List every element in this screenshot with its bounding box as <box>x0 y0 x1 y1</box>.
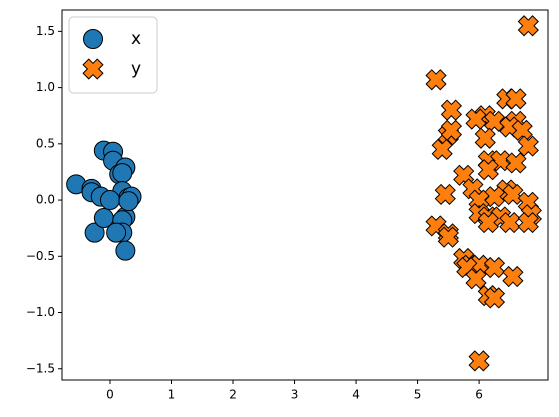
x-marker <box>511 119 533 141</box>
legend-marker <box>83 29 103 49</box>
y-tick-label: 1.0 <box>36 80 55 94</box>
y-tick-label: 1.5 <box>36 24 55 38</box>
x-marker <box>425 69 447 91</box>
x-marker <box>434 183 456 206</box>
legend-label: y <box>131 59 141 79</box>
legend-label: x <box>131 29 141 49</box>
legend-box <box>68 16 158 94</box>
x-marker <box>517 135 539 157</box>
circle-marker <box>118 191 139 212</box>
x-marker <box>505 88 527 110</box>
x-marker <box>440 119 463 141</box>
x-marker <box>517 15 539 37</box>
x-marker <box>477 159 499 181</box>
x-marker <box>431 138 453 161</box>
x-marker <box>474 127 496 149</box>
x-tick-label: 5 <box>414 388 422 402</box>
x-tick-label: 4 <box>352 388 360 402</box>
y-tick-label: 0.0 <box>36 193 55 207</box>
x-tick-label: 6 <box>475 388 483 402</box>
x-marker <box>437 226 459 248</box>
legend-marker <box>82 58 104 80</box>
circle-marker <box>115 240 136 261</box>
x-tick-label: 2 <box>229 388 237 402</box>
x-marker <box>440 99 463 121</box>
x-marker <box>477 211 499 234</box>
circle-marker <box>112 163 133 184</box>
plot-frame <box>61 9 549 381</box>
y-tick-label: 0.5 <box>36 136 55 150</box>
x-marker <box>465 108 487 130</box>
circle-marker <box>106 222 127 243</box>
circle-marker <box>84 222 105 243</box>
x-marker <box>502 265 524 288</box>
x-tick-label: 3 <box>291 388 299 402</box>
y-tick-label: −0.5 <box>26 249 55 263</box>
circle-marker <box>99 190 120 211</box>
x-tick-label: 0 <box>106 388 114 402</box>
x-marker <box>517 211 539 234</box>
x-marker <box>468 350 490 372</box>
y-tick-label: −1.0 <box>26 305 55 319</box>
x-marker <box>483 287 506 309</box>
y-tick-label: −1.5 <box>26 361 55 375</box>
legend: xy <box>68 16 158 94</box>
x-tick-label: 1 <box>168 388 176 402</box>
x-marker <box>465 268 487 290</box>
x-marker <box>505 152 527 174</box>
